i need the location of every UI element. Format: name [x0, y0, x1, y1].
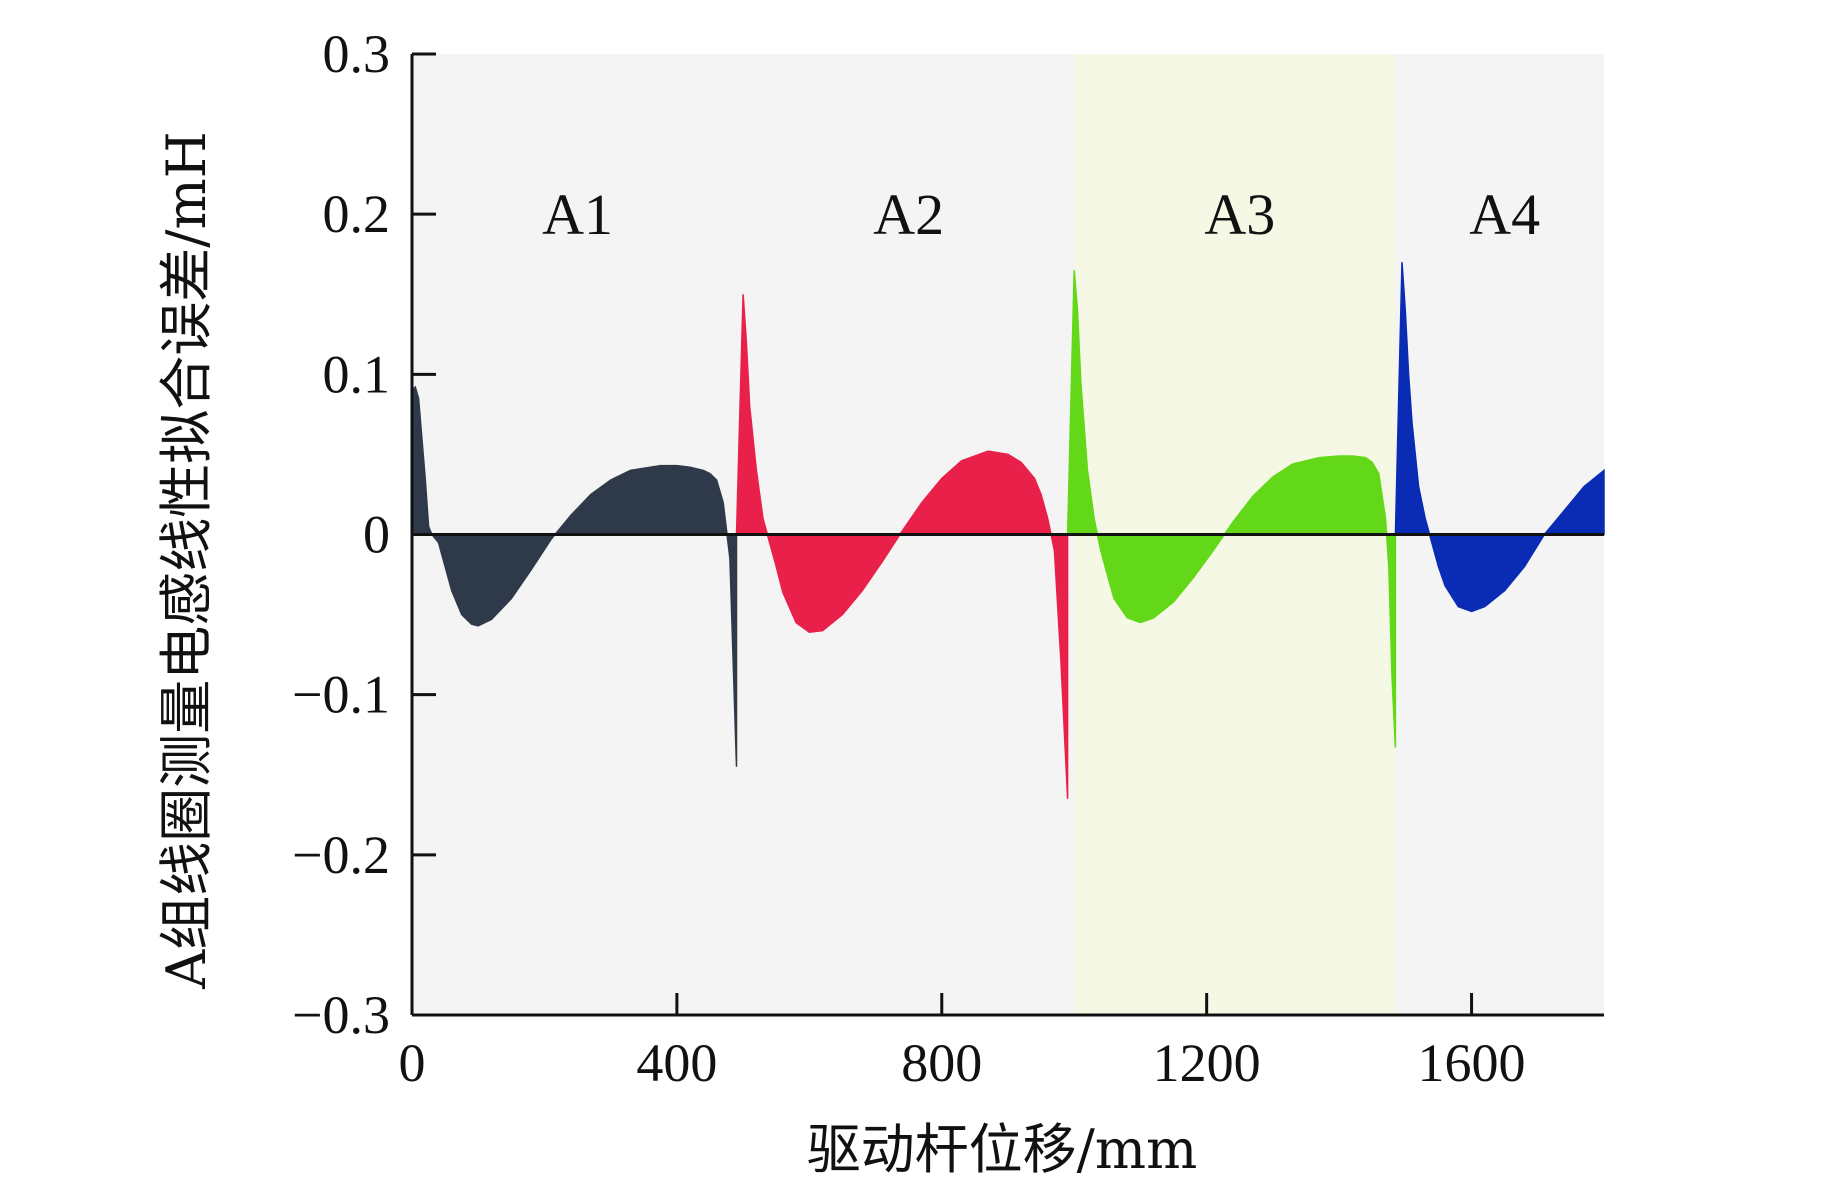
x-axis-title: 驱动杆位移/mm: [807, 1118, 1198, 1181]
region-label-a2: A2: [873, 182, 944, 247]
axes: 0.30.20.10−0.1−0.2−0.30 400 800 1200 1600: [292, 24, 1604, 1093]
y-tick-label: −0.3: [292, 985, 390, 1045]
x-tick-label: 1600: [1418, 1033, 1526, 1093]
x-tick-label: 400: [636, 1033, 717, 1093]
region-label-a3: A3: [1204, 182, 1275, 247]
y-tick-label: 0.2: [323, 184, 391, 244]
region-label-a1: A1: [542, 182, 613, 247]
series-area-a4: [1394, 262, 1605, 613]
y-tick-label: 0: [363, 505, 390, 565]
region-label-a4: A4: [1469, 182, 1540, 247]
x-tick-label: 0: [399, 1033, 426, 1093]
region-labels: A1 A2 A3 A4: [542, 182, 1540, 247]
y-tick-label: 0.3: [323, 24, 391, 84]
y-tick-label: −0.2: [292, 825, 390, 885]
series-layer: [411, 262, 1605, 799]
y-tick-label: −0.1: [292, 665, 390, 725]
y-tick-label: 0.1: [323, 344, 391, 404]
series-area-a1: [411, 385, 738, 767]
y-axis-title: A组线圈测量电感线性拟合误差/mH: [155, 131, 218, 990]
series-area-a3: [1066, 270, 1397, 748]
series-area-a2: [735, 294, 1069, 799]
x-tick-label: 800: [901, 1033, 982, 1093]
x-tick-label: 1200: [1153, 1033, 1261, 1093]
